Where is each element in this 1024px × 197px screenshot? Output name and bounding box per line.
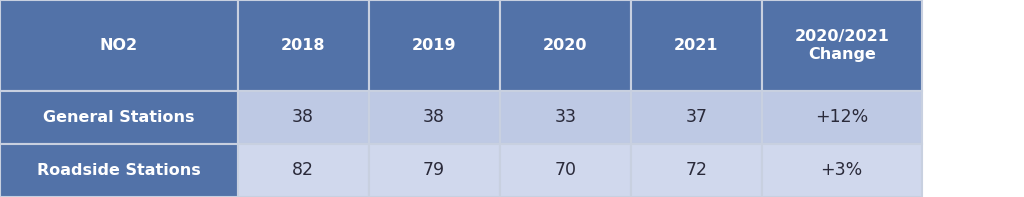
Text: 2021: 2021 [674, 38, 719, 53]
Text: 38: 38 [292, 108, 314, 126]
Bar [0, 144, 238, 197]
Text: 72: 72 [685, 161, 708, 179]
Bar [369, 91, 500, 144]
Bar [631, 91, 762, 144]
Text: 82: 82 [292, 161, 314, 179]
Bar [762, 91, 922, 144]
Text: 38: 38 [423, 108, 445, 126]
Text: 70: 70 [554, 161, 577, 179]
Text: NO2: NO2 [99, 38, 138, 53]
Text: 2020: 2020 [543, 38, 588, 53]
Text: 33: 33 [554, 108, 577, 126]
Text: 37: 37 [685, 108, 708, 126]
Bar [238, 144, 369, 197]
Bar [500, 91, 631, 144]
Text: 2020/2021
Change: 2020/2021 Change [795, 29, 889, 62]
Text: General Stations: General Stations [43, 110, 195, 125]
Bar [500, 0, 631, 91]
Bar [762, 0, 922, 91]
Bar [369, 144, 500, 197]
Bar [762, 144, 922, 197]
Bar [238, 0, 369, 91]
Bar [631, 0, 762, 91]
Text: 2018: 2018 [281, 38, 326, 53]
Text: +3%: +3% [820, 161, 863, 179]
Bar [238, 91, 369, 144]
Bar [369, 0, 500, 91]
Text: 79: 79 [423, 161, 445, 179]
Text: 2019: 2019 [412, 38, 457, 53]
Bar [631, 144, 762, 197]
Bar [0, 91, 238, 144]
Text: +12%: +12% [815, 108, 868, 126]
Text: Roadside Stations: Roadside Stations [37, 163, 201, 178]
Bar [0, 0, 238, 91]
Bar [500, 144, 631, 197]
